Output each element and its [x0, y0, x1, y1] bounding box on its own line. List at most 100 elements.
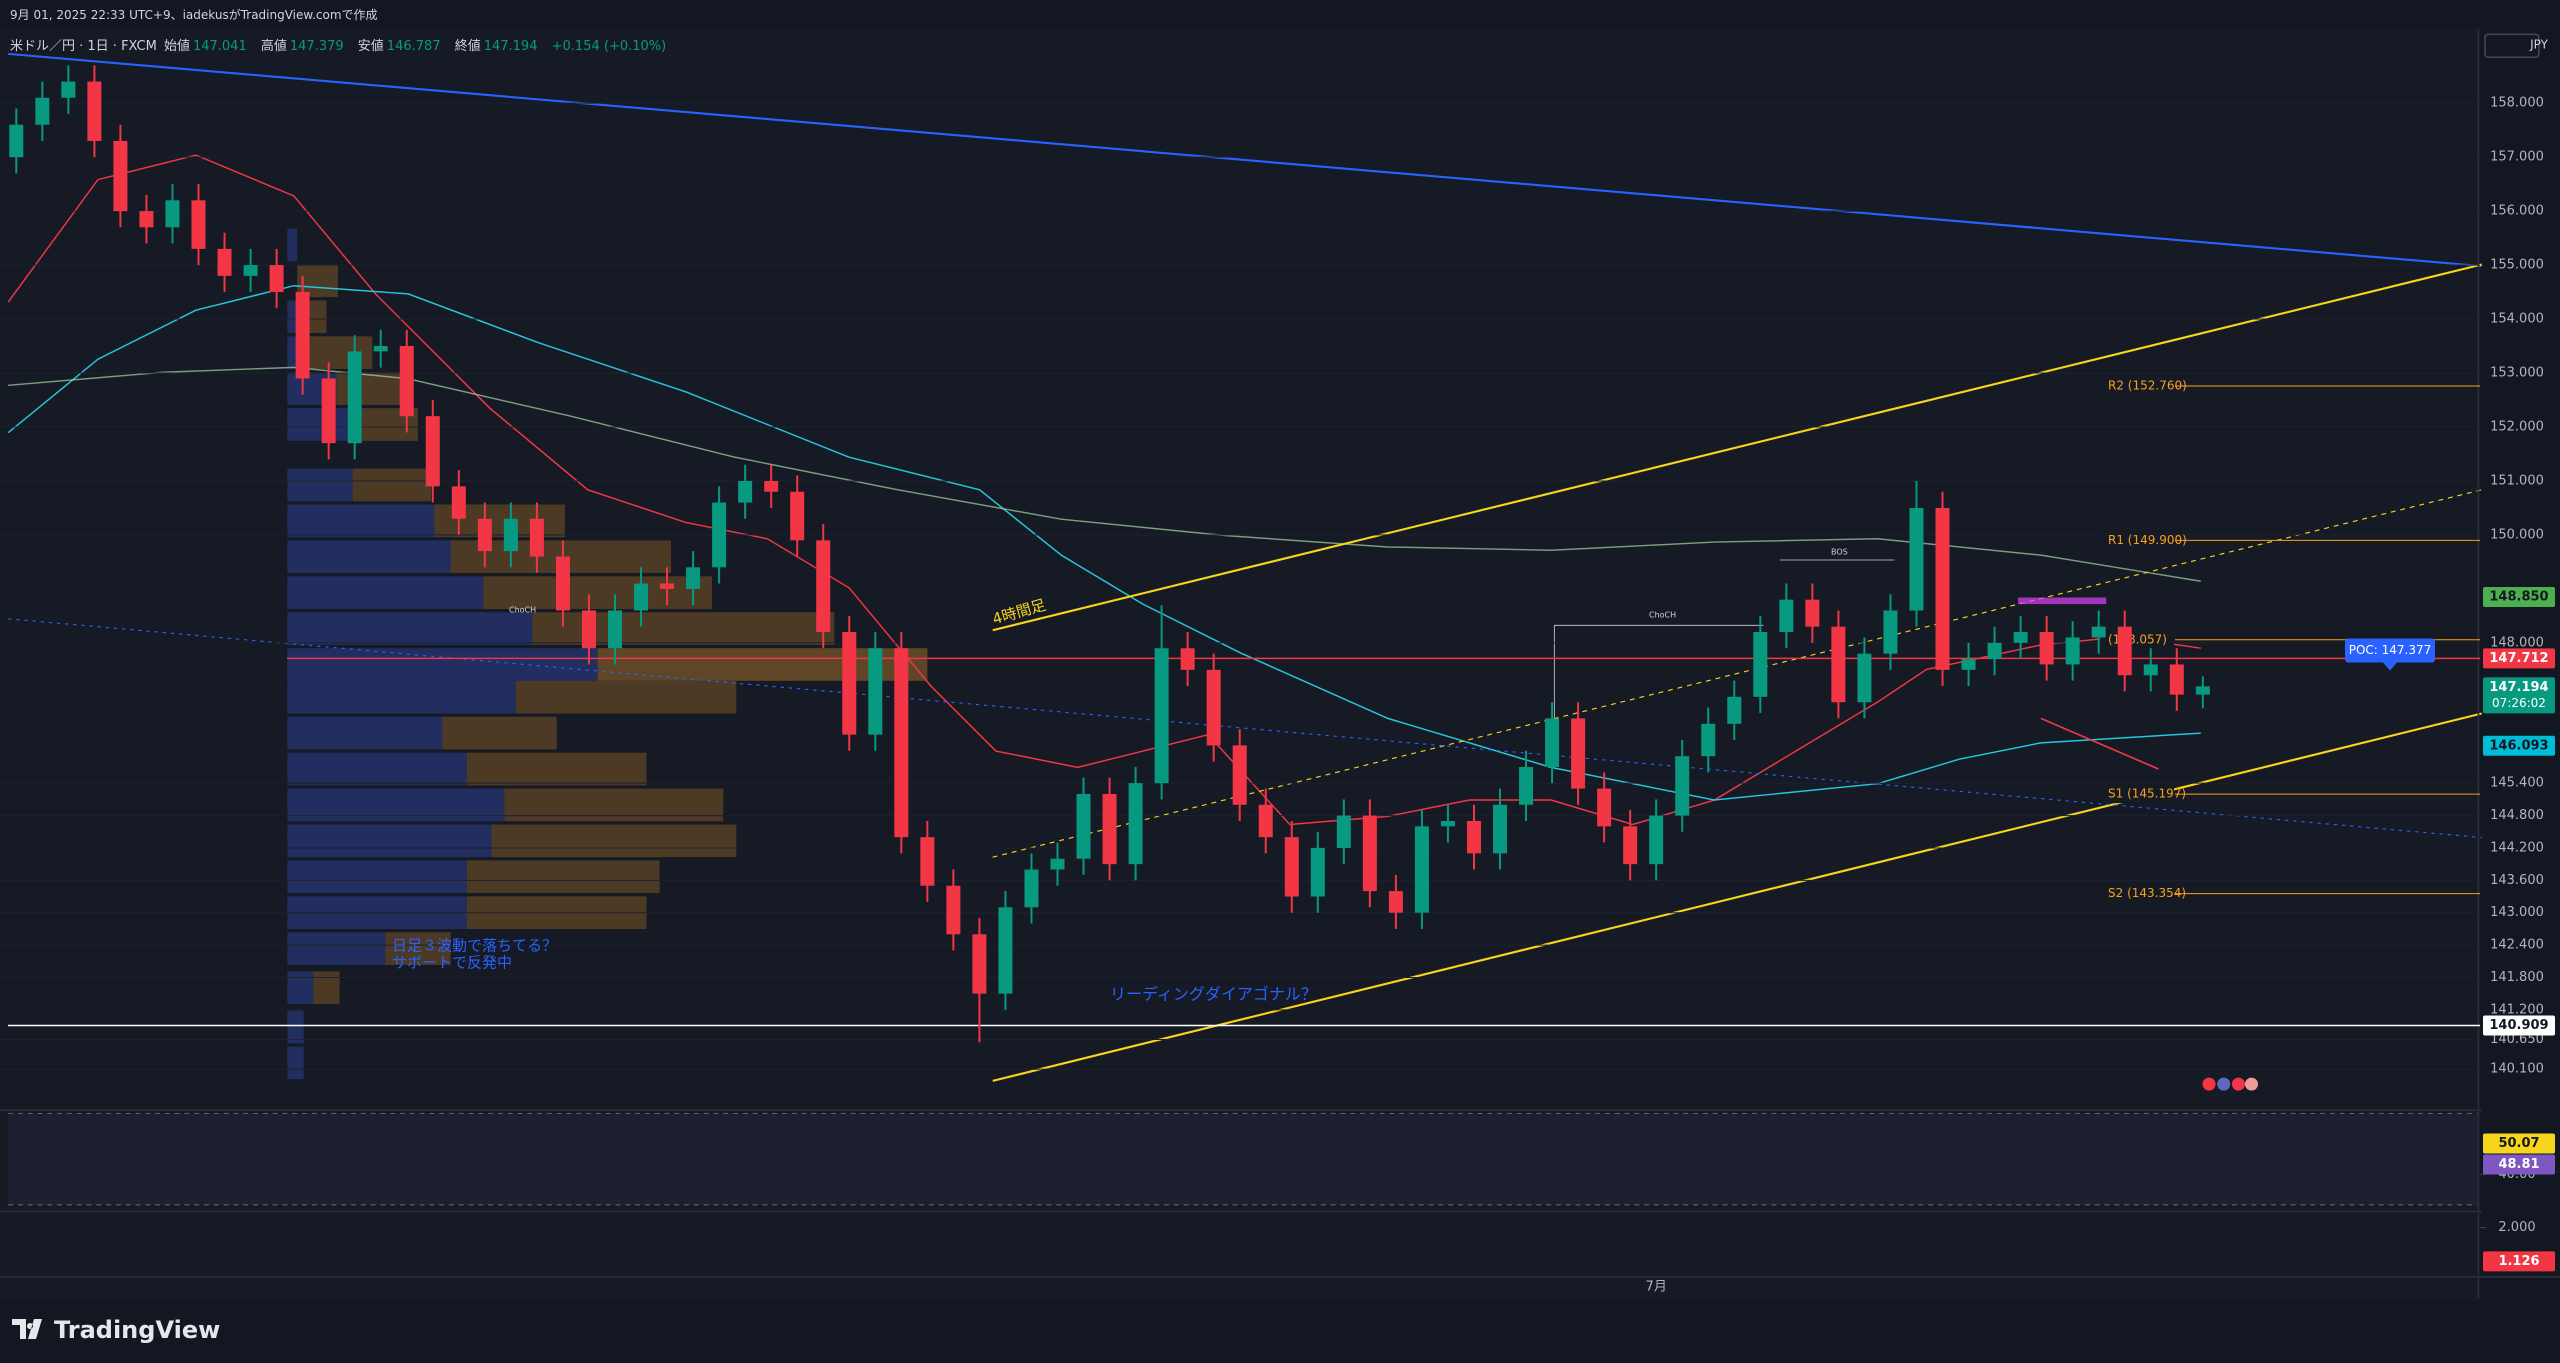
trend-line [992, 263, 2482, 632]
candle-body [634, 583, 649, 611]
candle-body [1545, 718, 1560, 767]
candle-body [1571, 718, 1586, 789]
candle-body [868, 648, 883, 735]
candle-body [2169, 664, 2184, 695]
logo: TradingView [12, 1316, 220, 1344]
candle-body [1154, 648, 1169, 784]
candle-body [998, 907, 1013, 994]
symbol: 米ドル／円 · 1日 · FXCM [10, 39, 157, 54]
candle-body [1414, 826, 1429, 913]
candle-body [607, 610, 622, 649]
candle-body [972, 934, 987, 994]
candle-body [1128, 783, 1143, 865]
annotation: サポートで反発中 [392, 954, 512, 972]
price-tag-label: 140.909 [2489, 1018, 2548, 1033]
candle-body [113, 140, 128, 212]
y-tick-label: 140.100 [2490, 1062, 2544, 1077]
candle-body [1727, 696, 1742, 724]
rsi-band [8, 1113, 2479, 1205]
y-tick-label: 141.800 [2490, 970, 2544, 985]
candle-body [2065, 637, 2080, 665]
candle-body [1076, 793, 1091, 859]
candle-body [295, 292, 310, 379]
ohlc-label: 終値 [454, 39, 481, 54]
candle-body [61, 81, 76, 98]
price-tag-label: 147.194 [2489, 680, 2548, 695]
poc-label: POC: 147.377 [2349, 643, 2432, 657]
candle-body [35, 97, 50, 125]
candle-body [1987, 642, 2002, 660]
candle-body [2195, 686, 2210, 695]
candle-body [1597, 788, 1612, 827]
candle-body [1206, 669, 1221, 746]
candle-body [1935, 507, 1950, 670]
trend-line [992, 712, 2482, 1082]
candle-body [1310, 847, 1325, 897]
candle-body [581, 610, 596, 649]
price-tag [2483, 648, 2555, 669]
candle-body [1050, 858, 1065, 870]
candle-body [1362, 815, 1377, 892]
logo-text: TradingView [54, 1316, 221, 1344]
candle-body [2117, 626, 2132, 676]
currency: JPY [2529, 38, 2549, 52]
candle-body [1388, 891, 1403, 913]
candle-body [1466, 820, 1481, 854]
candle-body [1102, 793, 1117, 865]
y-tick-label: 143.000 [2490, 905, 2544, 920]
annotation: リーディングダイアゴナル？ [1110, 985, 1317, 1004]
y-tick-label: 144.800 [2490, 808, 2544, 823]
candle-body [555, 556, 570, 611]
price-tag [2483, 586, 2555, 607]
candle-body [686, 567, 701, 589]
candle-body [1440, 820, 1455, 827]
candle-body [243, 265, 258, 276]
y-tick-label: 148.000 [2490, 635, 2544, 650]
ma-long [8, 366, 2201, 582]
y-tick-label: 155.000 [2490, 258, 2544, 273]
pivot-label: R2 (152.760) [2108, 378, 2187, 392]
candle-body [2039, 632, 2054, 665]
pivot-label-bg [2100, 531, 2174, 550]
trend-line [8, 52, 2482, 268]
price-tag [2483, 1133, 2555, 1154]
y-tick-label: 151.000 [2490, 473, 2544, 488]
candle-body [920, 837, 935, 886]
candle-body [1909, 507, 1924, 611]
y-tick-label: 152.000 [2490, 419, 2544, 434]
candle-body [1493, 804, 1508, 854]
candle-body [2091, 626, 2106, 638]
price-tag-label: 148.850 [2489, 589, 2548, 604]
price-tag-label: 50.07 [2498, 1136, 2539, 1151]
candle-body [477, 518, 492, 552]
marker-box [2018, 597, 2107, 605]
candle-body [451, 486, 466, 519]
candle-body [1649, 815, 1664, 865]
candle-body [321, 378, 336, 444]
trend-line [8, 618, 2482, 839]
ohlc-value: 147.194 [483, 39, 538, 54]
price-tag [2483, 735, 2555, 756]
x-tick-label: 7月 [1646, 1280, 1667, 1295]
logo-icon [12, 1319, 42, 1339]
candle-body [165, 200, 180, 228]
candle-body [529, 518, 544, 557]
candle-body [373, 346, 388, 352]
candle-body [1805, 599, 1820, 627]
y-tick-label: 2.000 [2498, 1220, 2535, 1235]
ohlc-value: 147.041 [192, 39, 247, 54]
candle-body [712, 502, 727, 568]
candle-body [660, 583, 675, 589]
y-tick-label: 157.000 [2490, 150, 2544, 165]
y-tick-label: 150.000 [2490, 527, 2544, 542]
price-tag-label: 147.712 [2489, 651, 2548, 666]
y-tick-label: 145.400 [2490, 776, 2544, 791]
y-tick-label: 144.200 [2490, 840, 2544, 855]
candle-body [217, 248, 232, 276]
caption: 9月 01, 2025 22:33 UTC+9、iadekusがTradingV… [10, 8, 378, 22]
y-tick-label: 143.600 [2490, 873, 2544, 888]
candle-body [425, 416, 440, 487]
candle-body [1779, 599, 1794, 633]
candle-body [1701, 723, 1716, 757]
candle-body [503, 518, 518, 552]
